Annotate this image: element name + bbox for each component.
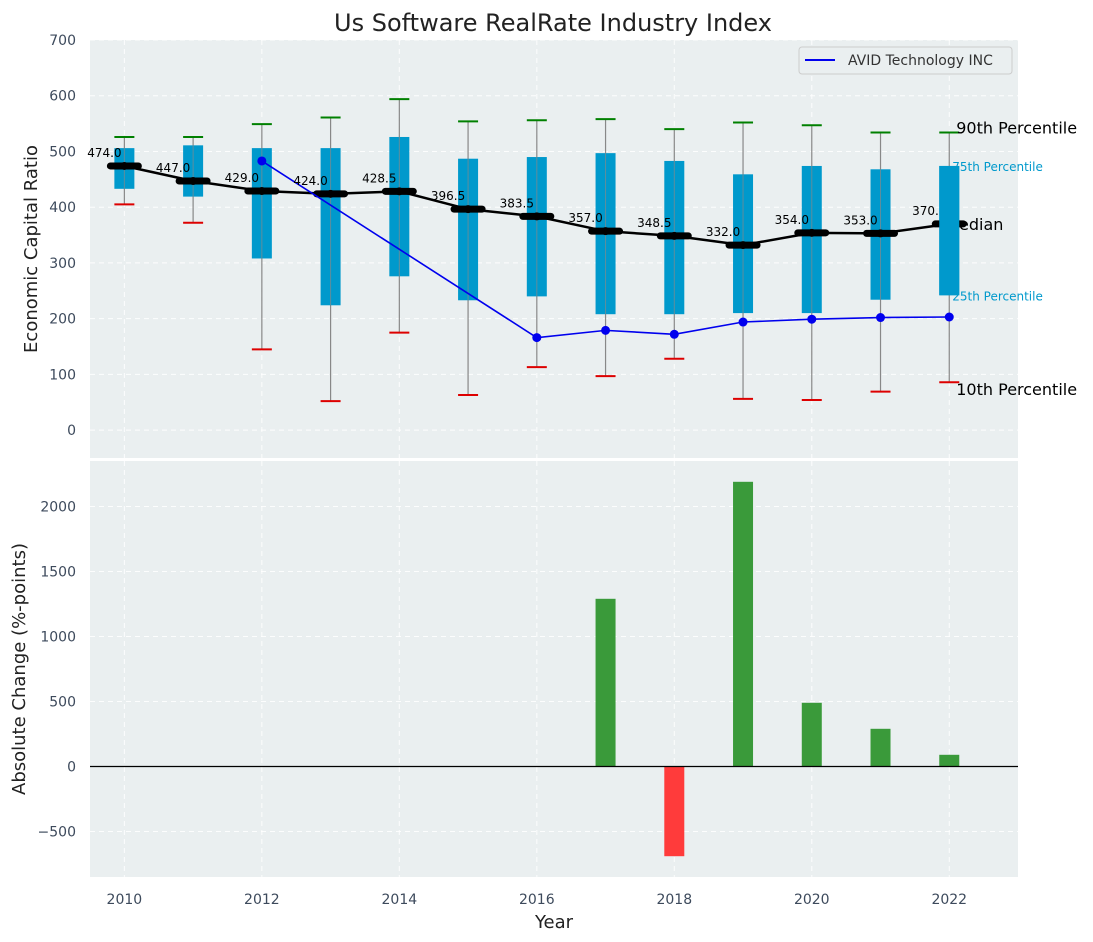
- change-bar: [939, 754, 960, 767]
- median-value-label: 354.0: [775, 213, 809, 227]
- bottom-plot-area: [90, 461, 1018, 877]
- company-point: [601, 325, 611, 335]
- label-10th-percentile: 10th Percentile: [956, 380, 1077, 399]
- top-y-axis-label: Economic Capital Ratio: [21, 145, 42, 353]
- median-point: [395, 187, 404, 196]
- x-tick-label: 2022: [931, 892, 967, 908]
- median-point: [189, 177, 198, 186]
- label-25th-percentile: 25th Percentile: [952, 289, 1043, 303]
- median-value-label: 447.0: [156, 161, 190, 175]
- median-point: [257, 187, 266, 196]
- change-bar: [801, 702, 822, 767]
- median-value-label: 383.5: [500, 196, 534, 210]
- x-tick-label: 2018: [656, 892, 692, 908]
- median-point: [532, 212, 541, 221]
- median-value-label: 428.5: [362, 171, 396, 185]
- median-value-label: 370.0: [912, 204, 946, 218]
- median-point: [670, 231, 679, 240]
- median-value-label: 353.0: [843, 213, 877, 227]
- median-value-label: 396.5: [431, 189, 465, 203]
- median-point: [326, 189, 335, 198]
- change-bar: [733, 481, 754, 767]
- bottom-y-ticks: −500 0 500 1000 1500 2000: [38, 500, 76, 841]
- top-y-tick-label: 0: [67, 423, 76, 439]
- x-tick-label: 2016: [519, 892, 555, 908]
- top-y-tick-label: 200: [49, 312, 76, 328]
- median-value-label: 474.0: [87, 146, 121, 160]
- median-point: [807, 228, 816, 237]
- company-point: [807, 314, 817, 324]
- bottom-y-tick-label: 2000: [40, 500, 76, 516]
- bottom-y-tick-label: 0: [67, 760, 76, 776]
- top-y-tick-label: 700: [49, 33, 76, 49]
- company-series-line: [261, 160, 950, 339]
- company-point: [257, 156, 267, 166]
- x-ticks: 2010 2012 2014 2016 2018 2020 2022: [107, 892, 968, 908]
- company-point: [876, 313, 886, 323]
- median-value-label: 332.0: [706, 225, 740, 239]
- median-point: [120, 161, 129, 170]
- median-value-label: 348.5: [637, 216, 671, 230]
- change-bar: [870, 728, 891, 767]
- top-y-tick-label: 500: [49, 144, 76, 160]
- company-point: [669, 329, 679, 339]
- median-value-label: 429.0: [225, 171, 259, 185]
- company-point: [944, 312, 954, 322]
- company-point: [738, 317, 748, 327]
- legend-box: [798, 46, 1013, 75]
- median-value-label: 424.0: [293, 174, 327, 188]
- label-90th-percentile: 90th Percentile: [956, 119, 1077, 138]
- top-y-tick-label: 600: [49, 89, 76, 105]
- chart-title: Us Software RealRate Industry Index: [334, 9, 772, 37]
- median-point: [601, 227, 610, 236]
- label-75th-percentile: 75th Percentile: [952, 160, 1043, 174]
- company-point: [532, 333, 542, 343]
- median-point: [739, 241, 748, 250]
- x-tick-label: 2010: [107, 892, 143, 908]
- top-plot-area: [90, 40, 1018, 458]
- bottom-y-tick-label: −500: [38, 825, 76, 841]
- company-line: [257, 156, 954, 343]
- label-median: Median: [945, 215, 1003, 234]
- change-bar: [664, 766, 685, 857]
- top-y-ticks: 0 100 200 300 400 500 600 700: [49, 33, 76, 439]
- x-axis-label: Year: [534, 912, 574, 933]
- bottom-y-tick-label: 1500: [40, 565, 76, 581]
- x-tick-label: 2020: [794, 892, 830, 908]
- bottom-y-tick-label: 1000: [40, 630, 76, 646]
- change-bar: [595, 598, 616, 767]
- median-value-label: 357.0: [568, 211, 602, 225]
- median-point: [876, 229, 885, 238]
- change-bars: [90, 481, 1018, 857]
- bottom-y-axis-label: Absolute Change (%-points): [9, 543, 30, 795]
- top-y-tick-label: 100: [49, 367, 76, 383]
- median-point: [464, 205, 473, 214]
- median-labels: 474.0 447.0 429.0 424.0 428.5 396.5 383.5 357.0…: [87, 146, 946, 239]
- legend-label: AVID Technology INC: [848, 53, 993, 69]
- x-tick-label: 2014: [382, 892, 418, 908]
- top-y-tick-label: 400: [49, 200, 76, 216]
- legend: AVID Technology INC: [798, 46, 1013, 75]
- x-tick-label: 2012: [244, 892, 280, 908]
- top-y-tick-label: 300: [49, 256, 76, 272]
- bottom-y-tick-label: 500: [49, 695, 76, 711]
- percentile-side-labels: 90th Percentile 75th Percentile Median 25th…: [939, 119, 1077, 399]
- last-box-overlay: [939, 165, 960, 296]
